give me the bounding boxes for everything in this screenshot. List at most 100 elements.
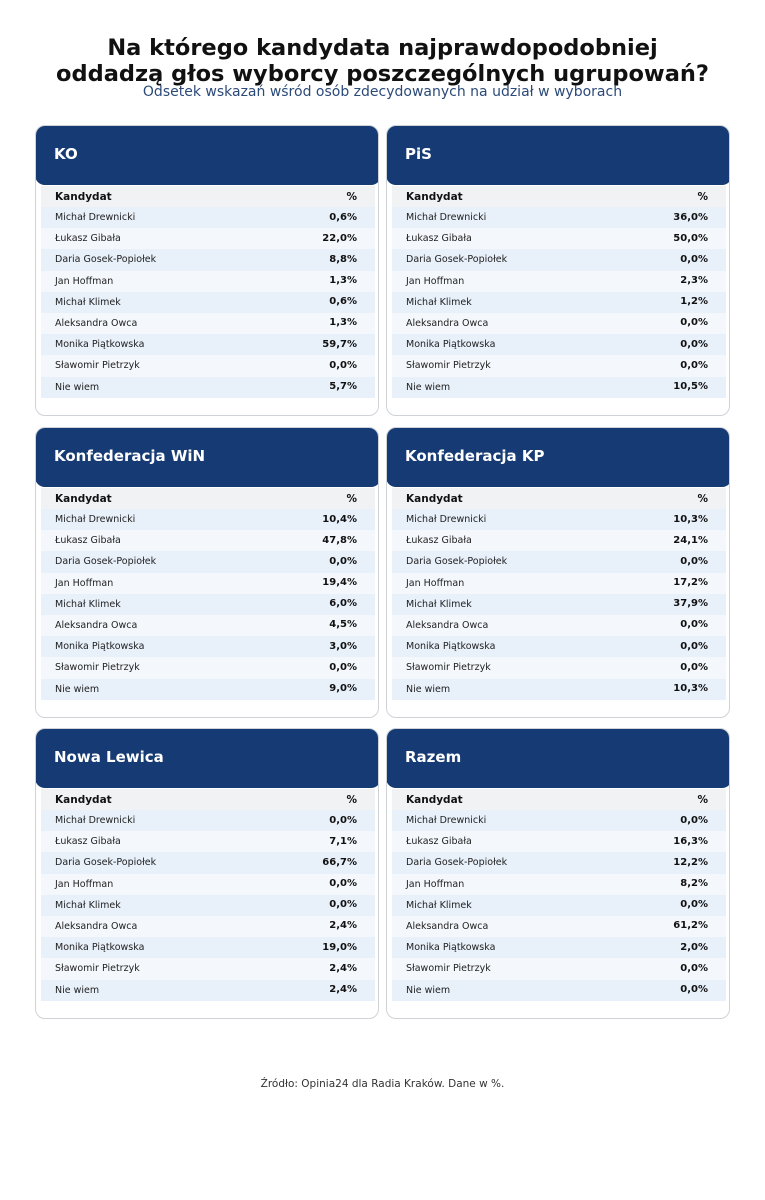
table-body: Michał Drewnicki 0,0% Łukasz Gibała 7,1% Dar…	[41, 810, 375, 1001]
candidate-name: Daria Gosek-Popiołek	[406, 857, 508, 869]
table-header: Kandydat%	[392, 789, 726, 810]
party-card: Nowa Lewica Kandydat% Michał Drewnicki 0,0%…	[35, 728, 379, 1019]
column-header-candidate: Kandydat	[406, 794, 463, 806]
candidate-name: Jan Hoffman	[55, 577, 114, 589]
table-row: Łukasz Gibała 7,1%	[41, 831, 375, 853]
percent-value: 1,3%	[329, 317, 357, 329]
table-row: Łukasz Gibała 16,3%	[392, 831, 726, 853]
table-body: Michał Drewnicki 0,0% Łukasz Gibała 16,3% Da…	[392, 810, 726, 1001]
percent-value: 0,0%	[329, 555, 357, 567]
table-row: Daria Gosek-Popiołek 0,0%	[392, 249, 726, 271]
percent-value: 5,7%	[329, 381, 357, 392]
table-row: Łukasz Gibała 50,0%	[392, 228, 726, 250]
candidate-name: Monika Piątkowska	[55, 339, 145, 351]
percent-value: 0,0%	[680, 899, 708, 911]
candidate-name: Łukasz Gibała	[406, 836, 472, 848]
candidate-name: Daria Gosek-Popiołek	[55, 857, 157, 869]
party-card-header: KO	[36, 126, 378, 185]
table-header: Kandydat%	[41, 186, 375, 207]
party-name: Konfederacja KP	[405, 447, 545, 465]
percent-value: 19,4%	[322, 577, 357, 589]
table-row: Michał Drewnicki 36,0%	[392, 207, 726, 229]
percent-value: 4,5%	[329, 619, 357, 631]
candidate-name: Michał Klimek	[406, 899, 472, 911]
column-header-percent: %	[346, 493, 357, 505]
percent-value: 10,4%	[322, 513, 357, 525]
candidate-name: Nie wiem	[406, 381, 451, 393]
table-row: Nie wiem 2,4%	[41, 979, 375, 1001]
percent-value: 0,0%	[329, 661, 357, 673]
candidate-name: Daria Gosek-Popiołek	[406, 556, 508, 568]
table-row: Aleksandra Owca 1,3%	[41, 312, 375, 335]
percent-value: 8,8%	[329, 253, 357, 265]
party-name: Razem	[405, 748, 462, 766]
table-row: Sławomir Pietrzyk 0,0%	[392, 657, 726, 679]
party-card: Konfederacja KP Kandydat% Michał Drewnicki…	[386, 427, 730, 718]
column-header-percent: %	[697, 794, 708, 806]
table-row: Michał Drewnicki 0,0%	[41, 810, 375, 832]
percent-value: 1,3%	[329, 275, 357, 287]
table-row: Nie wiem 9,0%	[41, 678, 375, 700]
table-row: Michał Drewnicki 10,3%	[392, 509, 726, 531]
candidate-name: Aleksandra Owca	[406, 619, 489, 631]
table-row: Michał Klimek 0,0%	[41, 894, 375, 916]
candidate-name: Jan Hoffman	[406, 275, 465, 287]
percent-value: 59,7%	[322, 338, 357, 350]
candidate-name: Michał Drewnicki	[406, 514, 487, 525]
percent-value: 50,0%	[673, 232, 708, 244]
percent-value: 10,3%	[673, 513, 708, 525]
candidate-name: Michał Drewnicki	[55, 212, 136, 223]
percent-value: 22,0%	[322, 232, 357, 244]
percent-value: 0,0%	[680, 338, 708, 350]
percent-value: 0,0%	[680, 962, 708, 974]
candidate-name: Łukasz Gibała	[55, 233, 121, 245]
percent-value: 0,0%	[329, 899, 357, 911]
candidate-name: Aleksandra Owca	[406, 317, 489, 329]
candidate-name: Jan Hoffman	[406, 577, 465, 589]
table-row: Łukasz Gibała 47,8%	[41, 530, 375, 552]
table-header: Kandydat%	[41, 789, 375, 810]
table-header: Kandydat%	[392, 186, 726, 207]
percent-value: 0,0%	[329, 878, 357, 890]
source-note: Źródło: Opinia24 dla Radia Kraków. Dane …	[260, 1078, 505, 1090]
column-header-candidate: Kandydat	[55, 794, 112, 806]
percent-value: 0,0%	[680, 317, 708, 329]
table-row: Jan Hoffman 8,2%	[392, 873, 726, 895]
table-body: Michał Drewnicki 10,4% Łukasz Gibała 47,8% D…	[41, 509, 375, 700]
table-row: Jan Hoffman 19,4%	[41, 572, 375, 594]
percent-value: 37,9%	[673, 598, 708, 610]
party-card-header: PiS	[387, 126, 729, 185]
table-row: Michał Drewnicki 0,0%	[392, 810, 726, 832]
percent-value: 0,0%	[680, 814, 708, 826]
candidate-name: Michał Klimek	[406, 598, 472, 610]
column-header-candidate: Kandydat	[406, 191, 463, 203]
candidate-name: Michał Klimek	[55, 296, 121, 308]
table-row: Aleksandra Owca 61,2%	[392, 915, 726, 938]
percent-value: 2,4%	[329, 984, 357, 995]
table-row: Daria Gosek-Popiołek 0,0%	[41, 551, 375, 573]
candidate-name: Aleksandra Owca	[55, 619, 138, 631]
percent-value: 0,6%	[329, 296, 357, 308]
title-line-2: oddadzą głos wyborcy poszczególnych ugru…	[56, 61, 709, 87]
table-row: Monika Piątkowska 59,7%	[41, 334, 375, 356]
candidate-name: Nie wiem	[406, 984, 451, 996]
party-card-header: Konfederacja WiN	[36, 428, 378, 487]
table-row: Łukasz Gibała 22,0%	[41, 228, 375, 250]
table-row: Daria Gosek-Popiołek 66,7%	[41, 852, 375, 874]
table-row: Monika Piątkowska 0,0%	[392, 636, 726, 658]
candidate-name: Michał Klimek	[55, 598, 121, 610]
percent-value: 2,4%	[329, 962, 357, 974]
candidate-name: Monika Piątkowska	[55, 641, 145, 653]
table-row: Nie wiem 0,0%	[392, 979, 726, 1001]
table-row: Daria Gosek-Popiołek 0,0%	[392, 551, 726, 573]
column-header-percent: %	[346, 191, 357, 203]
percent-value: 47,8%	[322, 534, 357, 546]
table-row: Sławomir Pietrzyk 0,0%	[392, 355, 726, 377]
table-body: Michał Drewnicki 0,6% Łukasz Gibała 22,0% Da…	[41, 207, 375, 398]
table-row: Michał Drewnicki 10,4%	[41, 509, 375, 531]
column-header-percent: %	[346, 794, 357, 806]
table-row: Aleksandra Owca 0,0%	[392, 614, 726, 637]
percent-value: 6,0%	[329, 598, 357, 610]
party-name: Nowa Lewica	[54, 748, 164, 766]
column-header-candidate: Kandydat	[55, 493, 112, 505]
